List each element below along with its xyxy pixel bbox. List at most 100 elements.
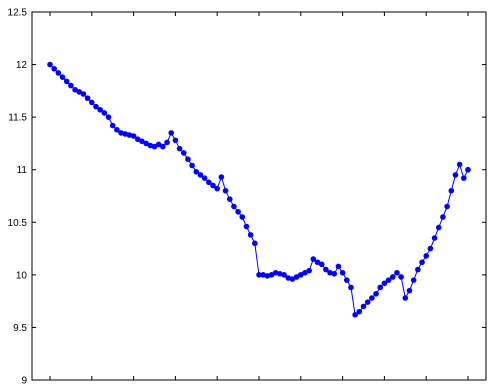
data-point <box>147 142 154 149</box>
data-point <box>377 284 384 291</box>
data-point <box>389 274 396 280</box>
data-point <box>289 276 296 282</box>
data-point <box>298 272 304 278</box>
y-axis-ticks: 9 9.5 10 10.5 11 11.5 12 12.5 <box>8 8 486 386</box>
data-point <box>214 185 220 192</box>
data-point <box>180 150 187 156</box>
data-point <box>105 114 112 120</box>
data-point <box>356 308 363 315</box>
data-point <box>97 106 103 113</box>
data-point <box>281 272 287 278</box>
data-point <box>89 99 95 106</box>
data-point <box>247 232 254 238</box>
data-point <box>406 287 413 294</box>
data-point <box>272 269 279 276</box>
data-point <box>130 133 137 139</box>
data-point <box>465 166 471 173</box>
data-point <box>218 174 225 180</box>
y-tick-label: 11 <box>17 165 28 176</box>
data-point <box>285 275 292 281</box>
data-point <box>185 156 191 162</box>
data-point <box>93 103 99 110</box>
data-point <box>448 187 455 194</box>
plot-frame <box>31 11 487 381</box>
data-point <box>352 312 358 318</box>
data-point <box>452 172 459 178</box>
data-point <box>210 182 216 189</box>
data-point <box>310 256 317 262</box>
data-point <box>193 169 200 175</box>
y-tick-label: 9 <box>21 376 27 386</box>
data-point <box>80 91 87 97</box>
data-point <box>226 196 233 202</box>
data-point <box>172 137 179 144</box>
y-tick-label: 12 <box>16 60 28 71</box>
data-point <box>68 82 74 89</box>
chart-axes <box>31 11 487 381</box>
data-point <box>222 187 229 194</box>
data-point <box>302 269 308 276</box>
data-point <box>160 143 166 150</box>
data-point <box>402 295 409 301</box>
data-point <box>268 272 275 278</box>
data-point <box>47 61 53 68</box>
y-tick-label: 12.5 <box>8 8 28 19</box>
data-point <box>63 78 70 85</box>
data-point <box>164 139 170 146</box>
data-point <box>243 223 250 230</box>
data-point <box>143 140 149 147</box>
data-point <box>306 267 312 274</box>
data-point <box>134 136 141 143</box>
data-point <box>201 175 208 181</box>
data-point <box>189 162 195 169</box>
data-point <box>51 65 57 72</box>
data-point <box>419 259 425 266</box>
data-point <box>277 271 283 277</box>
data-point <box>256 272 262 278</box>
data-point <box>118 130 124 136</box>
data-point <box>235 208 241 215</box>
data-point <box>126 132 133 138</box>
series-group <box>47 61 471 318</box>
x-axis-ticks <box>49 12 469 380</box>
data-point <box>394 269 400 276</box>
data-point <box>323 266 329 273</box>
data-point <box>252 240 258 247</box>
data-point <box>314 259 321 266</box>
data-point <box>122 131 129 137</box>
y-tick-label: 10 <box>16 270 28 281</box>
data-point <box>114 126 120 133</box>
data-point <box>444 203 450 210</box>
data-point <box>360 303 367 310</box>
data-point <box>398 274 404 280</box>
data-point <box>415 266 421 273</box>
data-point <box>381 280 388 287</box>
data-point <box>435 224 442 231</box>
data-point <box>168 130 175 136</box>
data-point <box>231 203 237 210</box>
data-point <box>461 175 467 181</box>
data-point <box>456 161 463 168</box>
data-point <box>327 269 333 276</box>
y-tick-label: 10.5 <box>8 218 28 229</box>
data-point <box>335 263 342 270</box>
data-point <box>331 271 338 277</box>
data-point <box>72 87 78 93</box>
data-point <box>373 290 379 297</box>
data-point <box>84 95 91 102</box>
data-point <box>55 70 62 76</box>
data-point <box>410 277 417 283</box>
data-point <box>423 253 430 259</box>
data-point <box>264 273 271 279</box>
data-point <box>440 214 446 220</box>
data-point <box>151 143 158 150</box>
y-tick-label: 11.5 <box>8 113 27 124</box>
data-point <box>109 122 116 129</box>
data-point <box>176 145 183 152</box>
data-point <box>260 272 266 278</box>
data-point <box>339 269 346 276</box>
data-point <box>385 277 392 283</box>
data-point <box>431 235 438 241</box>
data-point <box>197 172 204 178</box>
